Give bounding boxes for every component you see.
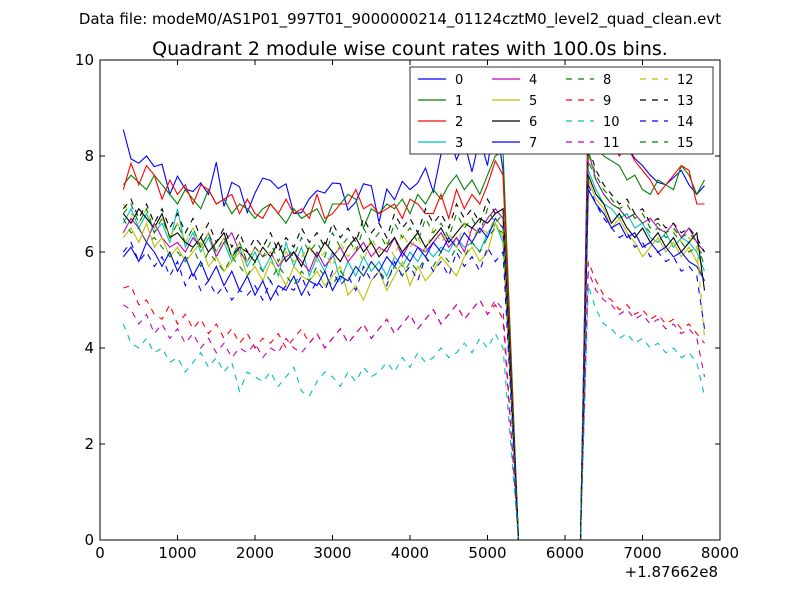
- series-line-6: [122, 174, 706, 540]
- x-tick-label: 8000: [701, 544, 739, 562]
- legend-label-13: 13: [677, 94, 694, 109]
- x-offset-label: +1.87662e8: [625, 563, 718, 581]
- series-line-10: [122, 285, 706, 540]
- y-tick-label: 4: [84, 339, 94, 357]
- legend-label-15: 15: [677, 136, 694, 151]
- series-line-9: [123, 261, 705, 540]
- series-line-14: [122, 184, 706, 540]
- x-tick-label: 4000: [391, 544, 429, 562]
- legend-label-11: 11: [603, 136, 620, 151]
- y-tick-label: 0: [84, 531, 94, 549]
- series-line-7: [122, 187, 705, 540]
- plot-frame: [99, 59, 721, 541]
- x-tick-label: 5000: [468, 544, 506, 562]
- y-tick-label: 10: [75, 51, 94, 69]
- legend-label-14: 14: [677, 115, 694, 130]
- legend-label-6: 6: [529, 115, 537, 130]
- legend-label-10: 10: [603, 115, 620, 130]
- series-line-5: [122, 179, 706, 540]
- y-tick-label: 8: [84, 147, 94, 165]
- legend-label-5: 5: [529, 94, 537, 109]
- legend-label-9: 9: [603, 94, 611, 109]
- x-tick-label: 3000: [313, 544, 351, 562]
- chart-suptitle: Data file: modeM0/AS1P01_997T01_90000002…: [79, 10, 721, 29]
- x-tick-label: 2000: [236, 544, 274, 562]
- x-tick-label: 6000: [546, 544, 584, 562]
- y-tick-label: 6: [84, 243, 94, 261]
- series-layer: [122, 98, 706, 540]
- x-tick-label: 7000: [623, 544, 661, 562]
- y-tick-label: 2: [84, 435, 94, 453]
- legend-label-8: 8: [603, 73, 611, 88]
- x-tick-label: 1000: [158, 544, 196, 562]
- chart-title: Quadrant 2 module wise count rates with …: [152, 38, 668, 60]
- legend-box: [409, 66, 714, 155]
- legend-label-12: 12: [677, 73, 694, 88]
- legend-label-7: 7: [529, 136, 537, 151]
- series-line-15: [122, 151, 706, 540]
- legend-label-1: 1: [455, 94, 463, 109]
- legend-label-3: 3: [455, 136, 463, 151]
- legend-label-2: 2: [455, 115, 463, 130]
- x-tick-label: 0: [95, 544, 105, 562]
- legend-label-0: 0: [455, 73, 463, 88]
- legend-label-4: 4: [529, 73, 537, 88]
